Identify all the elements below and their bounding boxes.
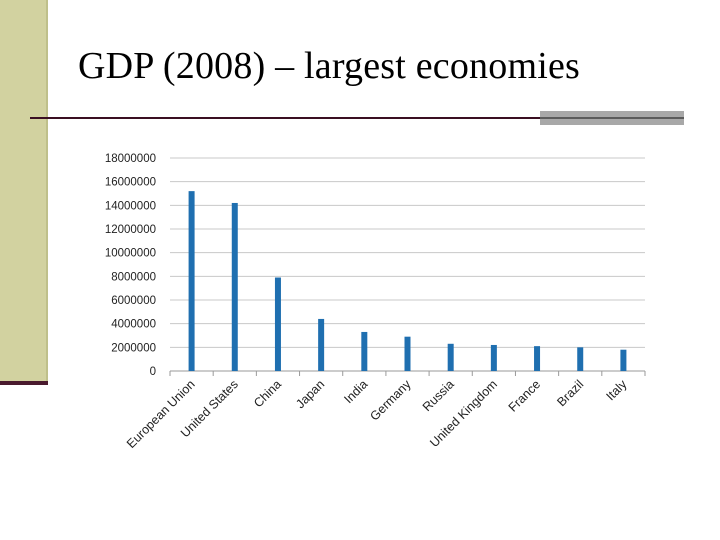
x-tick-label: India — [341, 377, 370, 406]
y-tick-label: 8000000 — [111, 271, 156, 283]
bar-germany — [404, 336, 411, 371]
bar-india — [361, 331, 368, 371]
chart-gridlines — [170, 157, 645, 348]
bar-japan — [318, 318, 325, 371]
y-tick-label: 0 — [150, 366, 156, 378]
slide-sidebar-edge — [46, 0, 48, 384]
chart-y-tick-labels: 0 2000000 4000000 6000000 8000000 10000000 120… — [105, 153, 156, 378]
chart-axes — [169, 370, 646, 376]
y-tick-label: 12000000 — [105, 224, 156, 236]
slide-sidebar-bottom-line — [0, 381, 48, 385]
bar-france — [534, 346, 541, 371]
title-underline — [30, 117, 542, 119]
slide-title: GDP (2008) – largest economies — [78, 45, 581, 87]
x-tick-label: Russia — [420, 377, 457, 414]
y-tick-label: 10000000 — [105, 248, 156, 260]
y-tick-label: 6000000 — [111, 295, 156, 307]
y-tick-label: 16000000 — [105, 177, 156, 189]
bar-united-kingdom — [490, 344, 497, 371]
slide-sidebar-decoration — [0, 0, 46, 384]
bar-united-states — [231, 202, 238, 371]
y-tick-label: 2000000 — [111, 342, 156, 354]
bar-brazil — [577, 347, 584, 371]
x-tick-label: Germany — [367, 377, 414, 424]
chart-bars — [188, 191, 627, 371]
x-tick-label: China — [251, 377, 284, 410]
bar-european-union — [188, 191, 195, 371]
y-tick-label: 18000000 — [105, 153, 156, 165]
bar-italy — [620, 349, 627, 371]
x-tick-label: Brazil — [554, 377, 586, 409]
x-tick-label: France — [506, 377, 543, 414]
x-tick-label: Italy — [603, 377, 630, 404]
y-tick-label: 14000000 — [105, 200, 156, 212]
title-underline-accent-line — [540, 117, 684, 119]
bar-russia — [447, 343, 454, 371]
bar-china — [274, 277, 281, 371]
x-tick-label: Japan — [293, 377, 327, 411]
y-tick-label: 4000000 — [111, 319, 156, 331]
